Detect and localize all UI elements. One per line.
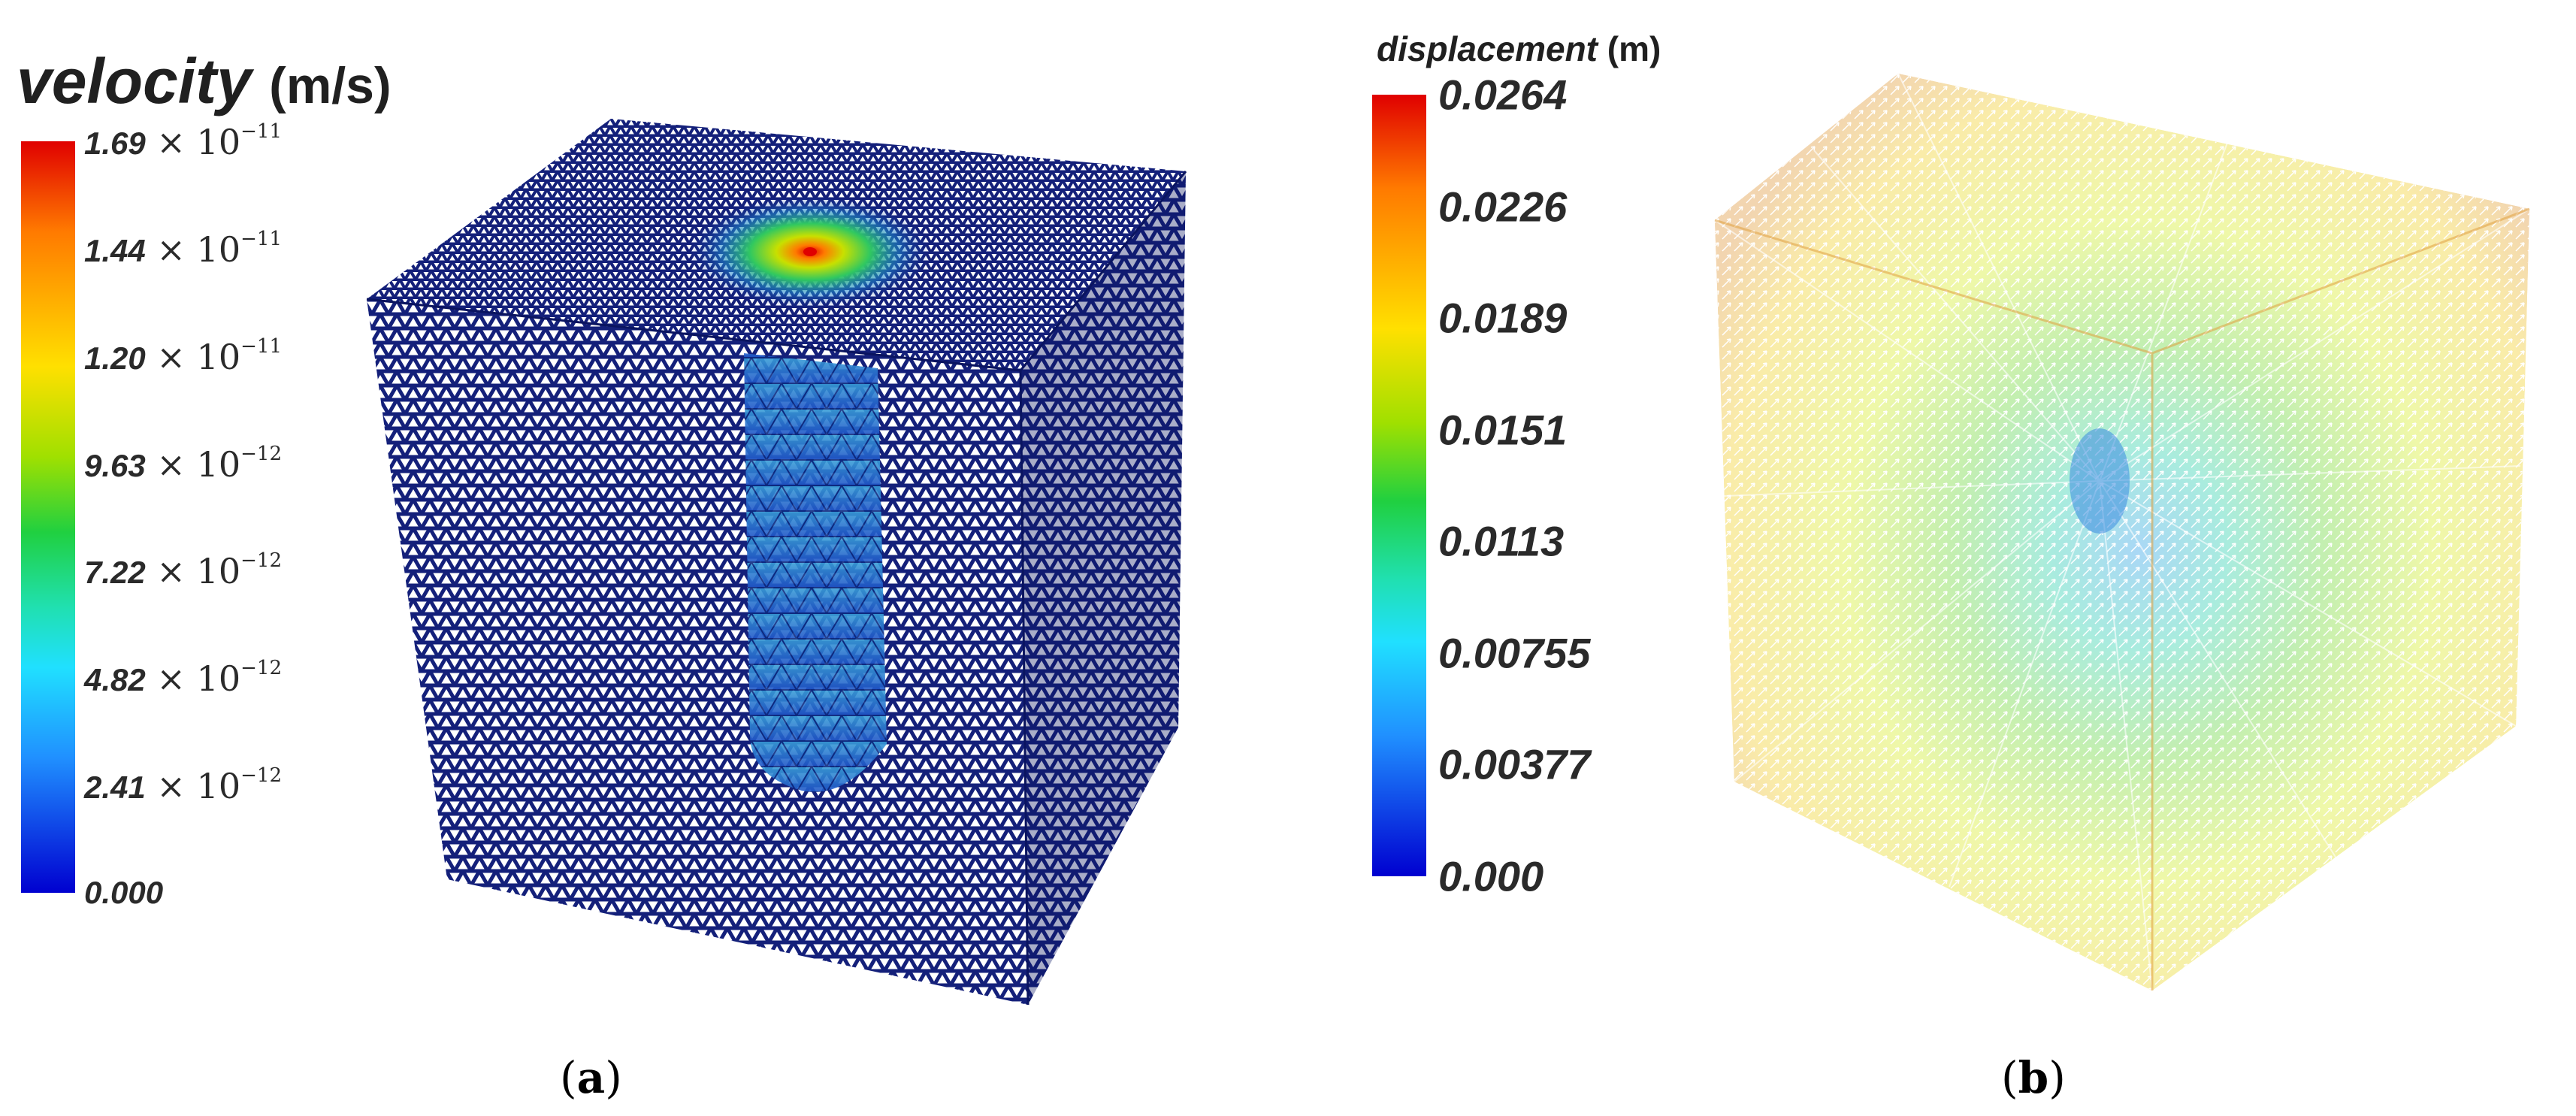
velocity-colorbar-title: velocity (m/s): [17, 45, 392, 118]
displacement-vector-cube: [1714, 73, 2530, 991]
velocity-tick-label: 2.41 × 10−12: [84, 764, 283, 807]
displacement-unit-label: (m): [1607, 29, 1661, 68]
caption-b: (b): [2001, 1052, 2066, 1103]
displacement-tick-label: 0.0264: [1438, 71, 1568, 119]
caption-a-open: (: [560, 1052, 577, 1103]
caption-a-letter: a: [576, 1052, 606, 1103]
caption-a-close: ): [605, 1052, 622, 1103]
displacement-quantity-label: displacement: [1377, 29, 1598, 68]
displacement-tick-label: 0.0189: [1438, 294, 1568, 342]
displacement-colorbar: [1372, 95, 1426, 876]
velocity-tick-label: 9.63 × 10−12: [84, 442, 283, 485]
displacement-tick-label: 0.0151: [1438, 406, 1568, 454]
displacement-tick-label: 0.0226: [1438, 183, 1568, 231]
velocity-quantity-label: velocity: [17, 46, 252, 116]
displacement-tick-label: 0.00377: [1438, 740, 1591, 788]
panel-a: velocity (m/s) 1.69 × 10−11 1.44 × 10−11 1…: [17, 45, 1187, 1103]
velocity-colorbar: [21, 141, 75, 893]
velocity-tick-label: 1.44 × 10−11: [84, 227, 283, 270]
velocity-unit-label: (m/s): [269, 57, 392, 114]
displacement-tick-label: 0.00755: [1438, 629, 1591, 677]
caption-b-close: ): [2048, 1052, 2066, 1103]
velocity-tick-label: 7.22 × 10−12: [84, 549, 283, 592]
caption-a: (a): [560, 1052, 622, 1103]
velocity-tick-label: 1.20 × 10−11: [84, 334, 283, 377]
cube-right-face: [1020, 171, 1186, 1005]
caption-b-open: (: [2001, 1052, 2018, 1103]
velocity-tick-label: 4.82 × 10−12: [84, 657, 283, 700]
displacement-tick-label: 0.0113: [1438, 517, 1565, 565]
velocity-plume: [744, 353, 887, 792]
caption-b-letter: b: [2018, 1052, 2049, 1103]
panel-b: displacement (m) 0.0264 0.0226 0.0189 0.015…: [1288, 0, 2576, 1116]
displacement-tick-label: 0.000: [1438, 852, 1544, 900]
displacement-colorbar-title: displacement (m): [1377, 29, 1661, 69]
cube-front-face: [367, 299, 1028, 1005]
velocity-tick-label: 1.69 × 10−11: [84, 119, 283, 163]
velocity-mesh-cube: [366, 119, 1187, 1006]
velocity-tick-label: 0.000: [84, 875, 164, 910]
